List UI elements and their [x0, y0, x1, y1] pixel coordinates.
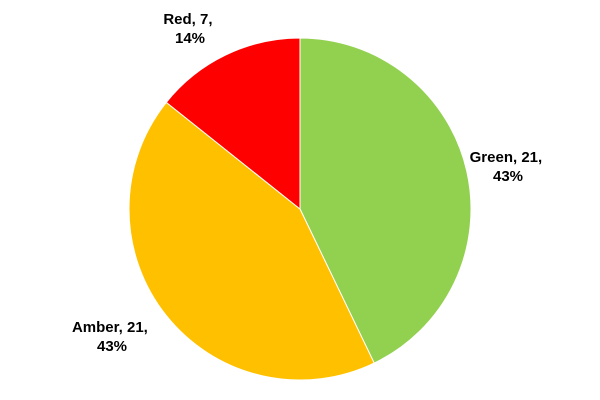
pie-slice-amber	[128, 101, 375, 381]
slice-label-red-line1: Red, 7,	[163, 11, 212, 28]
slices-layer	[128, 37, 472, 381]
slice-label-amber-line2: 43%	[97, 338, 127, 355]
labels-layer: Green, 21, 43% Amber, 21, 43% Red, 7, 14…	[72, 11, 547, 355]
slice-label-green: Green, 21, 43%	[470, 149, 547, 185]
pie-slice-green	[299, 37, 472, 364]
pie-slice-red	[165, 37, 301, 211]
slice-label-green-line1: Green, 21,	[470, 149, 543, 166]
slice-label-amber-line1: Amber, 21,	[72, 319, 148, 336]
slice-label-red: Red, 7, 14%	[163, 11, 216, 47]
slice-label-green-line2: 43%	[493, 168, 523, 185]
slice-label-amber: Amber, 21, 43%	[72, 319, 152, 355]
slice-label-red-line2: 14%	[175, 30, 205, 47]
